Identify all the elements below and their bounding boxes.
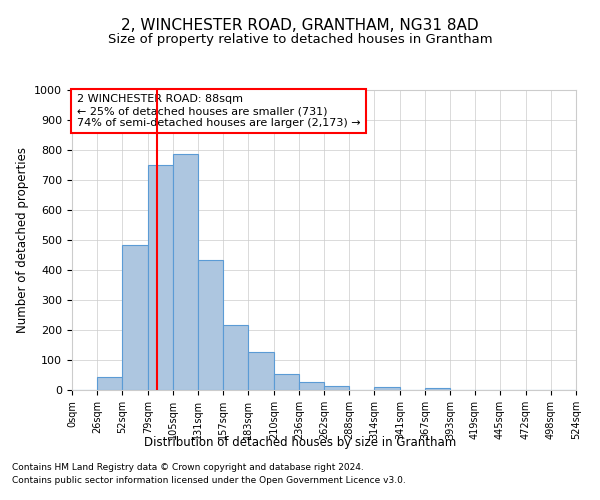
Bar — [198, 260, 223, 390]
Bar — [299, 382, 324, 390]
Bar — [248, 352, 274, 390]
Bar — [324, 386, 349, 390]
Bar — [425, 388, 450, 390]
Bar — [173, 154, 198, 390]
Text: Size of property relative to detached houses in Grantham: Size of property relative to detached ho… — [107, 32, 493, 46]
Text: Contains HM Land Registry data © Crown copyright and database right 2024.: Contains HM Land Registry data © Crown c… — [12, 464, 364, 472]
Bar — [97, 378, 122, 390]
Bar — [223, 324, 248, 390]
Bar — [122, 245, 148, 390]
Text: 2 WINCHESTER ROAD: 88sqm
← 25% of detached houses are smaller (731)
74% of semi-: 2 WINCHESTER ROAD: 88sqm ← 25% of detach… — [77, 94, 361, 128]
Text: Distribution of detached houses by size in Grantham: Distribution of detached houses by size … — [144, 436, 456, 449]
Bar — [274, 374, 299, 390]
Bar — [148, 165, 173, 390]
Text: 2, WINCHESTER ROAD, GRANTHAM, NG31 8AD: 2, WINCHESTER ROAD, GRANTHAM, NG31 8AD — [121, 18, 479, 32]
Y-axis label: Number of detached properties: Number of detached properties — [16, 147, 29, 333]
Bar — [374, 387, 400, 390]
Text: Contains public sector information licensed under the Open Government Licence v3: Contains public sector information licen… — [12, 476, 406, 485]
